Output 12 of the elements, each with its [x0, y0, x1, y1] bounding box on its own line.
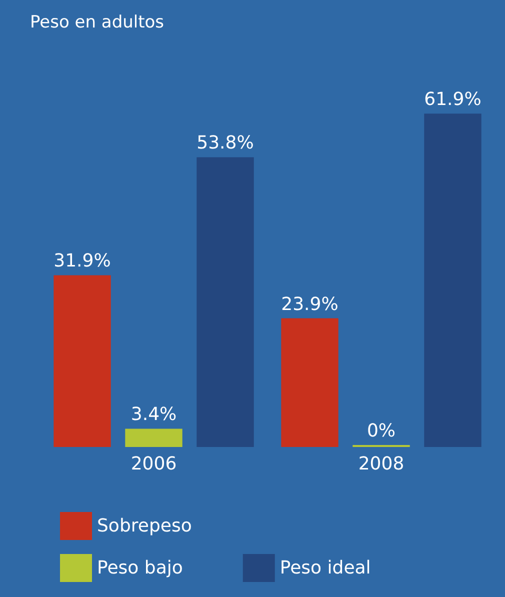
- legend-label: Peso bajo: [97, 558, 183, 578]
- data-label: 3.4%: [130, 404, 177, 426]
- x-tick-label: 2006: [130, 454, 177, 474]
- data-label: 31.9%: [54, 250, 111, 272]
- data-label: 53.8%: [196, 132, 254, 154]
- legend-label: Sobrepeso: [97, 516, 192, 536]
- data-label: 23.9%: [281, 294, 338, 315]
- x-tick-label: 2008: [358, 454, 404, 474]
- data-label: 0%: [366, 420, 396, 442]
- data-label: 61.9%: [424, 89, 482, 110]
- legend-label: Peso ideal: [280, 558, 371, 578]
- chart-title: Peso en adultos: [30, 12, 164, 32]
